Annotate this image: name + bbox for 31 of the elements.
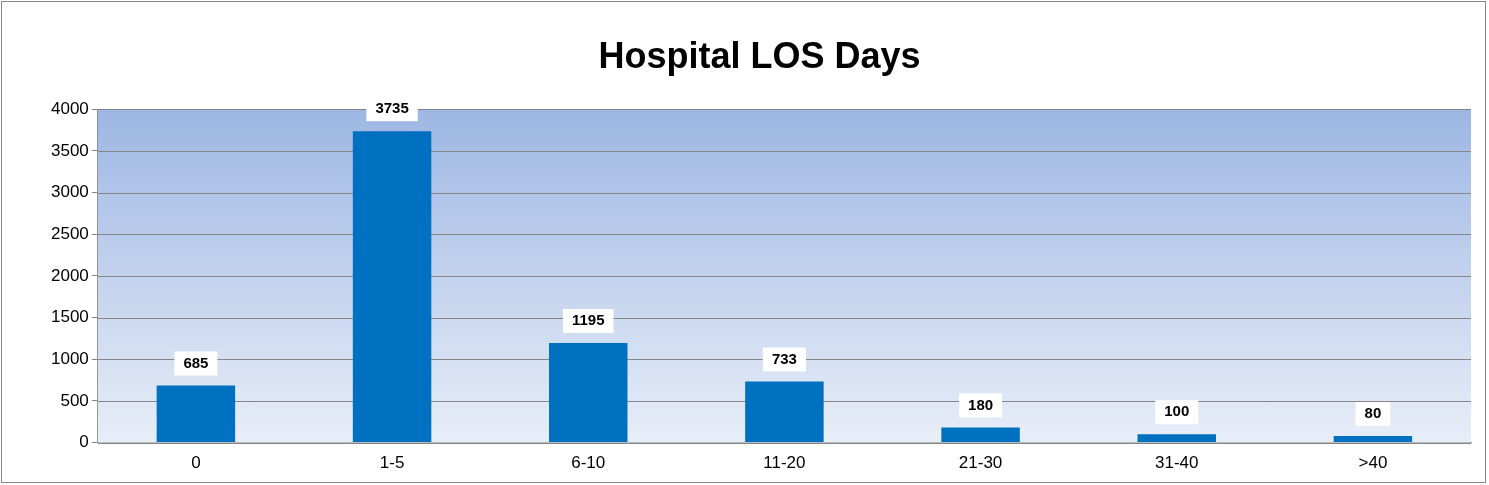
data-label: 180 [968, 395, 994, 413]
data-label: 685 [183, 353, 209, 371]
x-tick-label: 6-10 [571, 453, 606, 473]
chart-title: Hospital LOS Days [598, 34, 921, 76]
data-label: 733 [771, 349, 797, 367]
bar [1333, 435, 1413, 443]
x-tick-label: 11-20 [763, 453, 806, 473]
y-tick-label: 2500 [50, 223, 89, 243]
y-tick-label: 1500 [50, 307, 89, 327]
bar [1137, 434, 1216, 443]
bar [549, 343, 628, 443]
y-tick-label: 1000 [50, 348, 89, 368]
data-label: 100 [1164, 402, 1190, 420]
y-tick-label: 4000 [50, 98, 89, 118]
y-tick-label: 3500 [50, 140, 89, 160]
x-tick-label: 0 [191, 453, 201, 473]
bar [941, 427, 1020, 443]
data-label: 3735 [375, 99, 409, 117]
x-tick-label: 21-30 [958, 453, 1003, 473]
bar [156, 385, 236, 443]
data-label: 80 [1364, 404, 1382, 422]
y-tick-label: 3000 [50, 182, 89, 202]
bar [745, 381, 824, 443]
y-tick-label: 0 [79, 432, 89, 452]
y-tick-label: 500 [60, 390, 89, 410]
x-tick-label: 31-40 [1155, 453, 1199, 473]
x-tick-label: 1-5 [379, 453, 405, 473]
y-tick-label: 2000 [50, 265, 89, 285]
x-tick-label: >40 [1358, 453, 1388, 473]
data-label: 1195 [571, 311, 605, 329]
bar [352, 131, 432, 443]
